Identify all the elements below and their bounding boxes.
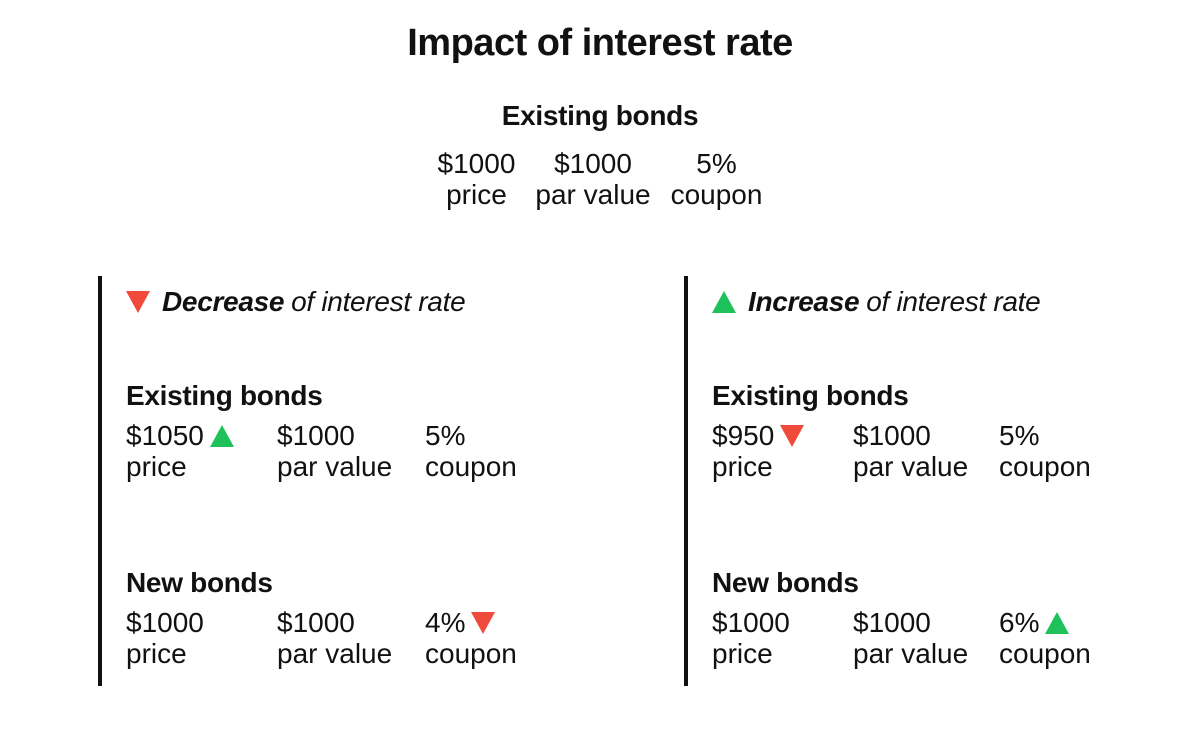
- increase-new-bonds: New bonds $1000 price $1000 par value 6%…: [712, 567, 1149, 669]
- increase-new-par-value-value: $1000: [853, 607, 931, 638]
- decrease-new-price: $1000 price: [126, 607, 277, 669]
- decrease-panel: Decrease of interest rate Existing bonds…: [98, 276, 662, 686]
- baseline-row: $1000 price $1000 par value 5% coupon: [0, 148, 1200, 210]
- decrease-new-row: $1000 price $1000 par value 4% coupon: [126, 607, 575, 669]
- increase-new-coupon-value: 6%: [999, 607, 1040, 638]
- increase-existing-price: $950 price: [712, 420, 853, 482]
- decrease-existing-bonds: Existing bonds $1050 price $1000 par val…: [126, 380, 575, 482]
- decrease-existing-row: $1050 price $1000 par value 5% coupon: [126, 420, 575, 482]
- baseline-heading: Existing bonds: [501, 100, 699, 131]
- decrease-new-coupon-label: coupon: [425, 638, 517, 669]
- baseline-price: $1000 price: [428, 148, 526, 210]
- baseline-coupon-value: 5%: [696, 148, 737, 179]
- red-down-triangle-icon: [126, 291, 150, 313]
- decrease-existing-coupon: 5% coupon: [425, 420, 575, 482]
- increase-existing-coupon: 5% coupon: [999, 420, 1149, 482]
- increase-new-price: $1000 price: [712, 607, 853, 669]
- decrease-new-heading: New bonds: [126, 567, 273, 598]
- baseline-coupon: 5% coupon: [661, 148, 773, 210]
- increase-heading-strong: Increase: [748, 286, 860, 317]
- decrease-new-price-value: $1000: [126, 607, 204, 638]
- decrease-existing-price: $1050 price: [126, 420, 277, 482]
- decrease-heading-rest: of interest rate: [291, 286, 466, 317]
- increase-heading-rest: of interest rate: [866, 286, 1041, 317]
- increase-new-price-value: $1000: [712, 607, 790, 638]
- decrease-existing-par-value-label: par value: [277, 451, 393, 482]
- increase-new-heading: New bonds: [712, 567, 859, 598]
- increase-existing-price-label: price: [712, 451, 773, 482]
- increase-new-coupon: 6% coupon: [999, 607, 1149, 669]
- increase-new-par-value-label: par value: [853, 638, 969, 669]
- increase-existing-bonds: Existing bonds $950 price $1000 par valu…: [712, 380, 1149, 482]
- decrease-heading-strong: Decrease: [162, 286, 285, 317]
- baseline-par-value-value: $1000: [554, 148, 632, 179]
- baseline-par-value: $1000 par value: [525, 148, 660, 210]
- baseline-price-label: price: [446, 179, 507, 210]
- baseline-block: Existing bonds $1000 price $1000 par val…: [0, 100, 1200, 210]
- increase-existing-coupon-label: coupon: [999, 451, 1091, 482]
- decrease-heading: Decrease of interest rate: [126, 286, 466, 318]
- increase-panel: Increase of interest rate Existing bonds…: [684, 276, 1188, 686]
- increase-existing-coupon-value: 5%: [999, 420, 1040, 451]
- decrease-new-coupon-value: 4%: [425, 607, 466, 638]
- green-up-triangle-icon: [209, 424, 234, 447]
- decrease-new-par-value-value: $1000: [277, 607, 355, 638]
- page-title: Impact of interest rate: [407, 22, 793, 64]
- baseline-coupon-label: coupon: [670, 179, 763, 210]
- red-down-triangle-icon: [780, 424, 805, 447]
- decrease-existing-price-label: price: [126, 451, 187, 482]
- increase-existing-row: $950 price $1000 par value 5% coupon: [712, 420, 1149, 482]
- increase-new-par-value: $1000 par value: [853, 607, 999, 669]
- green-up-triangle-icon: [712, 291, 736, 313]
- decrease-new-coupon: 4% coupon: [425, 607, 575, 669]
- increase-new-row: $1000 price $1000 par value 6% coupon: [712, 607, 1149, 669]
- increase-existing-par-value: $1000 par value: [853, 420, 999, 482]
- decrease-new-par-value: $1000 par value: [277, 607, 425, 669]
- decrease-existing-heading: Existing bonds: [126, 380, 323, 411]
- increase-new-coupon-label: coupon: [999, 638, 1091, 669]
- decrease-new-price-label: price: [126, 638, 187, 669]
- decrease-existing-par-value-value: $1000: [277, 420, 355, 451]
- increase-heading: Increase of interest rate: [712, 286, 1041, 318]
- decrease-existing-coupon-label: coupon: [425, 451, 517, 482]
- increase-existing-heading: Existing bonds: [712, 380, 909, 411]
- baseline-price-value: $1000: [437, 148, 516, 179]
- increase-existing-price-value: $950: [712, 420, 775, 451]
- green-up-triangle-icon: [1045, 611, 1070, 634]
- baseline-par-value-label: par value: [535, 179, 651, 210]
- red-down-triangle-icon: [471, 611, 496, 634]
- decrease-new-par-value-label: par value: [277, 638, 393, 669]
- decrease-new-bonds: New bonds $1000 price $1000 par value 4%…: [126, 567, 575, 669]
- increase-existing-par-value-label: par value: [853, 451, 969, 482]
- increase-existing-par-value-value: $1000: [853, 420, 931, 451]
- decrease-existing-coupon-value: 5%: [425, 420, 466, 451]
- decrease-existing-par-value: $1000 par value: [277, 420, 425, 482]
- increase-new-price-label: price: [712, 638, 773, 669]
- decrease-existing-price-value: $1050: [126, 420, 204, 451]
